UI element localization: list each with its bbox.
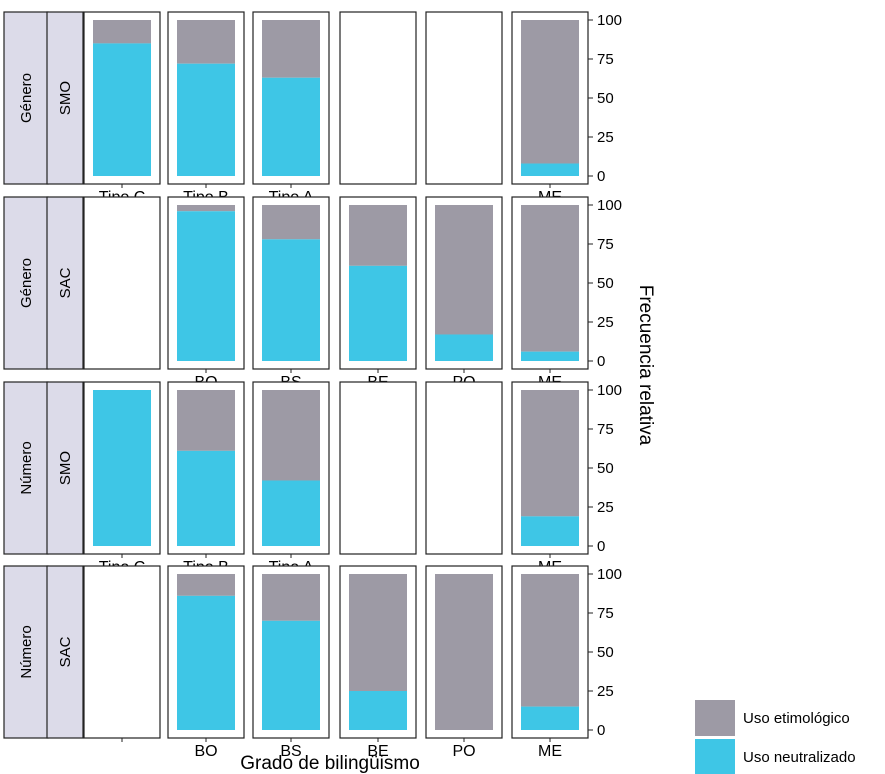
bar-uso-neutralizado xyxy=(349,691,407,730)
bar-uso-etimologico xyxy=(435,205,493,335)
bar-uso-etimologico xyxy=(262,574,320,621)
legend-swatch xyxy=(695,700,735,736)
bar-uso-neutralizado xyxy=(177,450,235,546)
bar-uso-neutralizado xyxy=(93,43,151,177)
bar-uso-neutralizado xyxy=(262,239,320,361)
bar-uso-etimologico xyxy=(93,20,151,44)
legend-label: Uso neutralizado xyxy=(743,749,856,766)
legend-item: Uso etimológico xyxy=(695,700,850,736)
bar-uso-etimologico xyxy=(435,574,493,730)
x-tick-label: BO xyxy=(194,743,217,760)
strip-inner-label: SMO xyxy=(57,81,74,115)
facet-row-4: Número SAC BO BS BE PO ME 0 25 50 75 100 xyxy=(3,565,622,760)
bar-uso-neutralizado xyxy=(177,595,235,730)
strip-outer xyxy=(3,381,49,555)
facet-panel xyxy=(339,11,417,185)
bar-uso-neutralizado xyxy=(177,211,235,361)
y-tick-label: 0 xyxy=(597,722,605,739)
legend-label: Uso etimológico xyxy=(743,710,850,727)
strip-inner xyxy=(46,565,84,739)
bar-uso-neutralizado xyxy=(262,480,320,546)
bar-uso-etimologico xyxy=(521,20,579,164)
bar-uso-etimologico xyxy=(262,205,320,240)
facet-panel xyxy=(83,196,161,370)
legend-item: Uso neutralizado xyxy=(695,739,856,774)
y-tick-label: 50 xyxy=(597,460,614,477)
bar-uso-neutralizado xyxy=(93,390,151,546)
strip-outer xyxy=(3,565,49,739)
y-tick-label: 100 xyxy=(597,197,622,214)
strip-outer-label: Género xyxy=(18,258,35,308)
bar-uso-etimologico xyxy=(177,205,235,212)
y-tick-label: 0 xyxy=(597,353,605,370)
facet-panel xyxy=(83,565,161,739)
y-tick-label: 25 xyxy=(597,129,614,146)
bar-uso-etimologico xyxy=(177,20,235,64)
x-tick-label: BE xyxy=(367,743,388,760)
bar-uso-neutralizado xyxy=(435,334,493,361)
bar-uso-etimologico xyxy=(262,390,320,481)
bar-uso-neutralizado xyxy=(521,163,579,176)
bar-uso-etimologico xyxy=(349,205,407,266)
strip-inner-label: SAC xyxy=(57,636,74,667)
facet-panels: GéneroSMOTipo CTipo BTipo AME0255075100G… xyxy=(3,11,622,760)
x-tick-label: PO xyxy=(452,743,475,760)
bar-uso-neutralizado xyxy=(521,706,579,730)
bar-uso-etimologico xyxy=(521,574,579,707)
y-tick-label: 25 xyxy=(597,499,614,516)
y-tick-label: 75 xyxy=(597,51,614,68)
y-tick-label: 50 xyxy=(597,644,614,661)
strip-outer xyxy=(3,196,49,370)
x-tick-label: ME xyxy=(538,743,562,760)
y-tick-label: 100 xyxy=(597,566,622,583)
y-tick-label: 75 xyxy=(597,605,614,622)
y-tick-label: 50 xyxy=(597,90,614,107)
bar-uso-neutralizado xyxy=(349,265,407,361)
y-tick-label: 100 xyxy=(597,12,622,29)
bar-uso-etimologico xyxy=(177,390,235,451)
strip-inner-label: SAC xyxy=(57,267,74,298)
legend-swatch xyxy=(695,739,735,774)
y-tick-label: 100 xyxy=(597,382,622,399)
facet-row-2: GéneroSACBOBSBEPOME0255075100 xyxy=(3,196,622,391)
x-axis-title: Grado de bilingüismo xyxy=(240,753,420,774)
y-tick-label: 75 xyxy=(597,236,614,253)
y-tick-label: 50 xyxy=(597,275,614,292)
y-tick-label: 25 xyxy=(597,314,614,331)
bar-uso-etimologico xyxy=(349,574,407,691)
facet-row-1: GéneroSMOTipo CTipo BTipo AME0255075100 xyxy=(3,11,622,206)
legend: Uso etimológico Uso neutralizado xyxy=(695,700,856,774)
facet-row-3: NúmeroSMOTipo CTipo BTipo AME0255075100 xyxy=(3,381,622,576)
facet-panel xyxy=(339,381,417,555)
strip-inner xyxy=(46,381,84,555)
strip-outer-label: Género xyxy=(18,73,35,123)
y-tick-label: 0 xyxy=(597,538,605,555)
strip-inner xyxy=(46,11,84,185)
x-tick-label: BS xyxy=(280,743,301,760)
strip-inner xyxy=(46,196,84,370)
bar-uso-neutralizado xyxy=(262,77,320,176)
strip-outer xyxy=(3,11,49,185)
strip-outer-label: Número xyxy=(18,441,35,494)
bar-uso-etimologico xyxy=(177,574,235,596)
y-axis-title: Frecuencia relativa xyxy=(635,285,656,446)
y-tick-label: 75 xyxy=(597,421,614,438)
bar-uso-neutralizado xyxy=(262,620,320,730)
bar-uso-etimologico xyxy=(521,390,579,517)
facet-panel xyxy=(425,381,503,555)
bar-uso-etimologico xyxy=(262,20,320,78)
bar-uso-neutralizado xyxy=(177,63,235,176)
bar-uso-neutralizado xyxy=(521,516,579,546)
facet-panel xyxy=(425,11,503,185)
bar-uso-etimologico xyxy=(521,205,579,352)
y-tick-label: 25 xyxy=(597,683,614,700)
strip-outer-label: Número xyxy=(18,625,35,678)
strip-inner-label: SMO xyxy=(57,451,74,485)
bar-uso-neutralizado xyxy=(521,351,579,361)
y-tick-label: 0 xyxy=(597,168,605,185)
